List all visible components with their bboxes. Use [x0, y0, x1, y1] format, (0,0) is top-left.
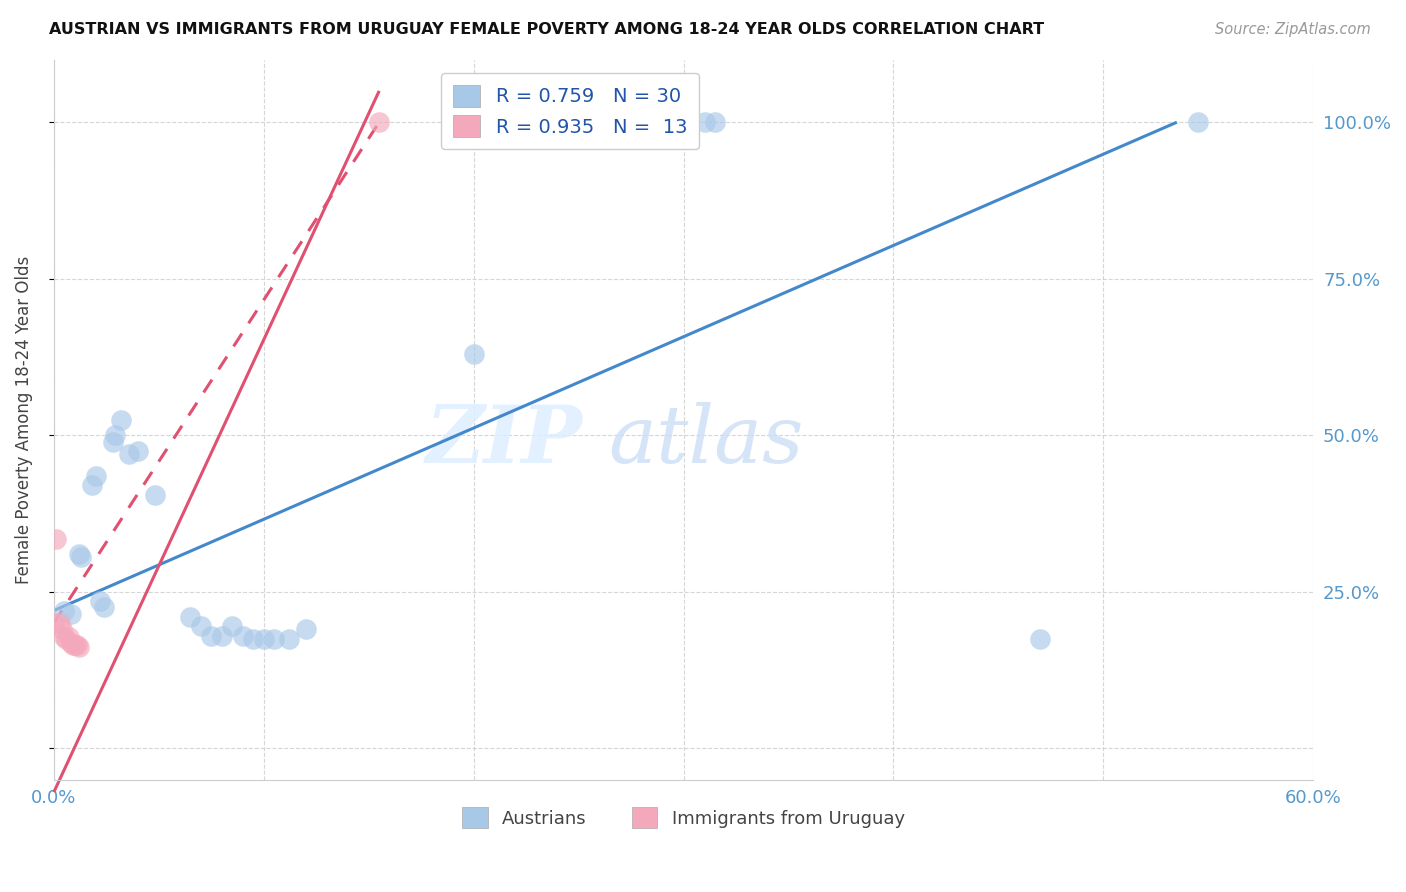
Text: ZIP: ZIP [426, 402, 583, 480]
Text: AUSTRIAN VS IMMIGRANTS FROM URUGUAY FEMALE POVERTY AMONG 18-24 YEAR OLDS CORRELA: AUSTRIAN VS IMMIGRANTS FROM URUGUAY FEMA… [49, 22, 1045, 37]
Point [67, 640, 90, 654]
Point [49, 616, 72, 631]
Point [84, 469, 107, 483]
Point [368, 115, 391, 129]
Point [42, 616, 65, 631]
Point [143, 488, 166, 502]
Point [693, 115, 716, 129]
Point [221, 619, 243, 633]
Point [59, 636, 82, 650]
Point [200, 629, 222, 643]
Point [232, 629, 254, 643]
Point [104, 428, 127, 442]
Point [66, 638, 89, 652]
Point [110, 412, 132, 426]
Point [253, 632, 276, 646]
Point [93, 600, 115, 615]
Point [242, 632, 264, 646]
Point [190, 619, 212, 633]
Point [80, 478, 103, 492]
Point [101, 434, 124, 449]
Point [63, 638, 86, 652]
Point [67, 547, 90, 561]
Point [70, 550, 93, 565]
Point [53, 630, 76, 644]
Point [59, 607, 82, 621]
Point [179, 610, 201, 624]
Point [294, 623, 316, 637]
Point [58, 630, 80, 644]
Point [118, 447, 141, 461]
Point [62, 638, 84, 652]
Point [53, 603, 76, 617]
Point [51, 623, 73, 637]
Point [89, 594, 111, 608]
Point [463, 347, 485, 361]
Point [1187, 115, 1209, 129]
Point [55, 632, 77, 646]
Text: atlas: atlas [607, 402, 803, 480]
Point [211, 629, 233, 643]
Text: Source: ZipAtlas.com: Source: ZipAtlas.com [1215, 22, 1371, 37]
Point [263, 632, 285, 646]
Point [127, 444, 149, 458]
Y-axis label: Female Poverty Among 18-24 Year Olds: Female Poverty Among 18-24 Year Olds [15, 255, 32, 583]
Point [277, 632, 299, 646]
Point [704, 115, 727, 129]
Legend: Austrians, Immigrants from Uruguay: Austrians, Immigrants from Uruguay [456, 800, 912, 836]
Point [1029, 632, 1052, 646]
Point [45, 532, 67, 546]
